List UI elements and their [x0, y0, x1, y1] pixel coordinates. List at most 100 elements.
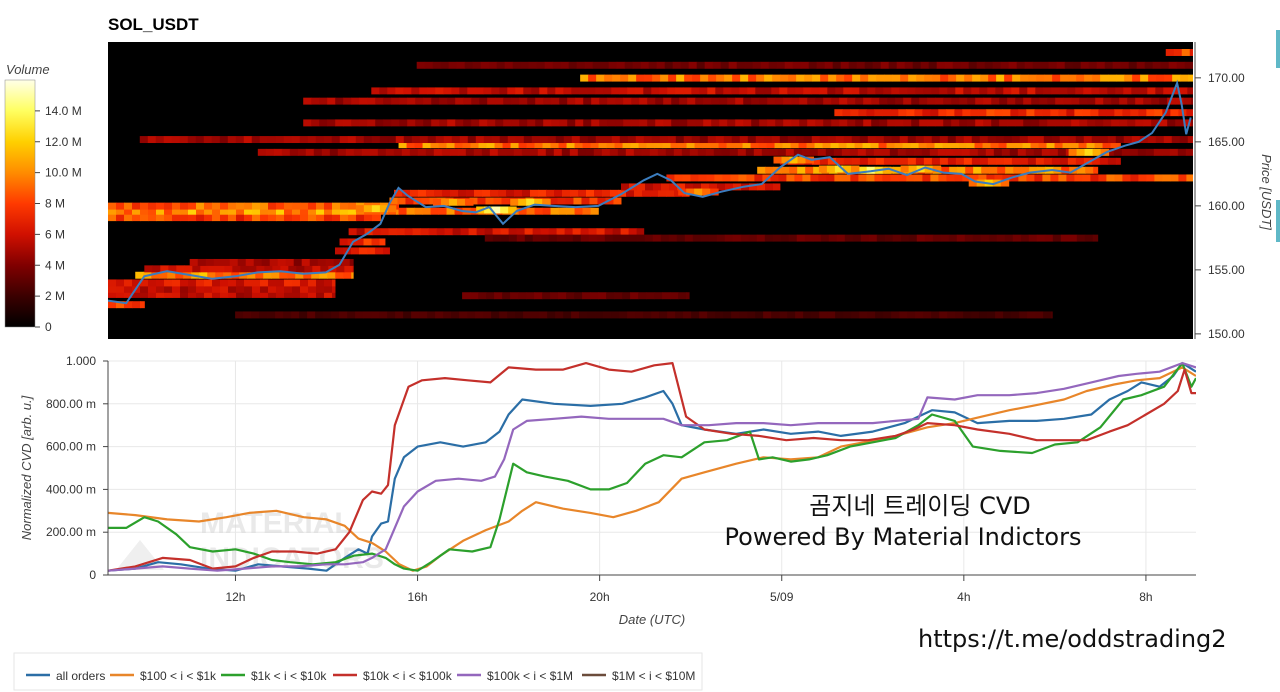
heatmap-cell	[363, 238, 373, 246]
heatmap-cell	[526, 207, 536, 215]
heatmap-cell	[414, 207, 424, 215]
cvd-x-axis-label: Date (UTC)	[619, 612, 685, 627]
heatmap-cell	[323, 311, 332, 319]
heatmap-cell	[651, 311, 660, 319]
heatmap-cell	[371, 311, 380, 319]
heatmap-cell	[911, 119, 920, 127]
legend-item[interactable]: $100k < i < $1M	[457, 669, 573, 683]
heatmap-cell	[544, 61, 554, 69]
heatmap-cell	[164, 202, 173, 210]
heatmap-cell	[846, 141, 856, 149]
heatmap-cell	[819, 87, 828, 95]
heatmap-cell	[843, 157, 853, 165]
heatmap-cell	[1114, 109, 1123, 117]
heatmap-cell	[679, 119, 688, 127]
heatmap-cell	[220, 290, 229, 298]
heatmap-cell	[586, 189, 595, 197]
heatmap-cell	[827, 311, 836, 319]
heatmap-cell	[848, 61, 858, 69]
legend-item[interactable]: all orders	[26, 669, 105, 683]
heatmap-cell	[641, 148, 651, 156]
heatmap-cell	[204, 207, 213, 215]
heatmap-panel	[108, 42, 1193, 339]
heatmap-cell	[336, 265, 345, 273]
heatmap-cell	[788, 234, 798, 242]
heatmap-cell	[108, 279, 117, 287]
heatmap-cell	[380, 214, 381, 222]
heatmap-cell	[716, 74, 725, 82]
heatmap-hotspot	[1076, 148, 1086, 156]
heatmap-cell	[307, 311, 316, 319]
heatmap-cell	[1161, 148, 1171, 156]
heatmap-cell	[438, 141, 448, 149]
heatmap-cell	[269, 258, 279, 266]
heatmap-cell	[938, 174, 947, 182]
heatmap-cell	[547, 136, 557, 144]
heatmap-cell	[843, 87, 852, 95]
heatmap-cell	[1034, 109, 1043, 117]
heatmap-cell	[1075, 87, 1084, 95]
heatmap-cell	[623, 97, 632, 105]
heatmap-cell	[491, 87, 500, 95]
heatmap-cell	[1090, 109, 1099, 117]
heatmap-cell	[331, 311, 340, 319]
cvd-x-tick-label: 12h	[225, 590, 245, 604]
heatmap-cell	[611, 136, 621, 144]
heatmap-cell	[1043, 157, 1053, 165]
heatmap-cell	[148, 214, 157, 222]
heatmap-cell	[276, 285, 285, 293]
heatmap-cell	[324, 290, 333, 298]
heatmap-cell	[991, 97, 1000, 105]
heatmap-cell	[423, 97, 432, 105]
heatmap-cell	[511, 97, 520, 105]
heatmap-cell	[967, 119, 976, 127]
heatmap-cell	[838, 141, 848, 149]
heatmap-cell	[1135, 97, 1144, 105]
heatmap-cell	[986, 109, 995, 117]
heatmap-cell	[526, 141, 536, 149]
heatmap-cell	[940, 74, 949, 82]
heatmap-cell	[572, 234, 582, 242]
heatmap-cell	[772, 234, 782, 242]
heatmap-cell	[1011, 311, 1020, 319]
heatmap-cell	[887, 119, 896, 127]
legend-item[interactable]: $1k < i < $10k	[221, 669, 327, 683]
heatmap-cell	[548, 228, 558, 236]
telegram-link[interactable]: https://t.me/oddstrading2	[918, 625, 1227, 653]
heatmap-cell	[1067, 136, 1077, 144]
heatmap-cell	[348, 214, 357, 222]
heatmap-cell	[771, 311, 780, 319]
heatmap-cell	[492, 234, 502, 242]
heatmap-cell	[579, 136, 589, 144]
heatmap-cell	[1018, 109, 1027, 117]
heatmap-hotspot	[908, 165, 918, 173]
heatmap-cell	[1019, 311, 1028, 319]
heatmap-cell	[356, 214, 365, 222]
heatmap-cell	[1154, 109, 1163, 117]
heatmap-cell	[819, 136, 829, 144]
legend-item[interactable]: $1M < i < $10M	[582, 669, 695, 683]
legend-item[interactable]: $100 < i < $1k	[110, 669, 217, 683]
heatmap-cell	[666, 174, 675, 182]
heatmap-cell	[1058, 109, 1067, 117]
heatmap-cell	[972, 234, 982, 242]
heatmap-cell	[475, 136, 485, 144]
heatmap-cell	[495, 97, 504, 105]
heatmap-cell	[768, 61, 778, 69]
heatmap-cell	[529, 148, 539, 156]
heatmap-cell	[156, 285, 165, 293]
heatmap-cell	[1028, 74, 1037, 82]
heatmap-cell	[599, 97, 608, 105]
heatmap-cell	[982, 141, 992, 149]
heatmap-cell	[967, 97, 976, 105]
heatmap-cell	[451, 87, 460, 95]
heatmap-cell	[388, 228, 398, 236]
heatmap-cell	[327, 97, 336, 105]
heatmap-cell	[743, 97, 752, 105]
heatmap-cell	[260, 207, 269, 215]
heatmap-cell	[887, 97, 896, 105]
heatmap-cell	[772, 183, 781, 191]
heatmap-cell	[820, 74, 829, 82]
heatmap-cell	[865, 148, 875, 156]
legend-item[interactable]: $10k < i < $100k	[333, 669, 453, 683]
